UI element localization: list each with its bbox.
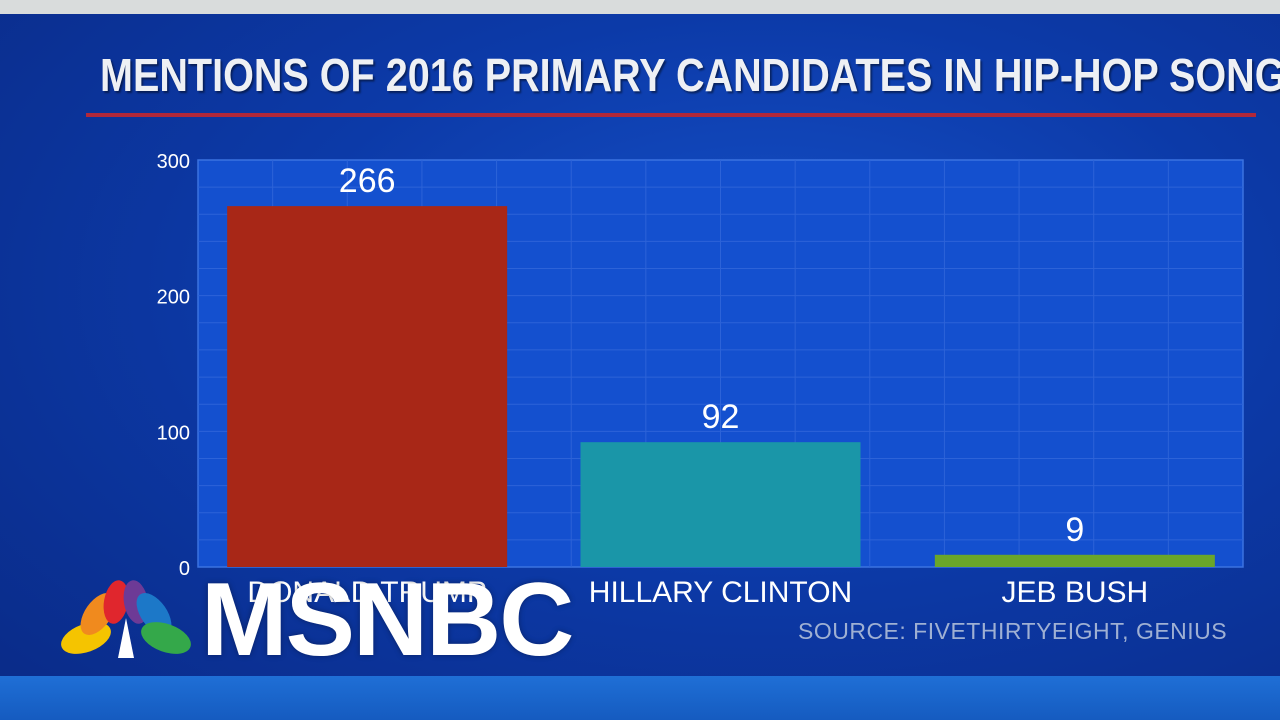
y-tick-label: 300 — [157, 151, 190, 173]
bar — [580, 442, 861, 567]
bar-data-label: 9 — [1065, 511, 1084, 549]
bar — [934, 554, 1215, 567]
y-tick-label: 0 — [179, 558, 190, 580]
x-tick-label: JEB BUSH — [1001, 576, 1148, 609]
top-strip — [0, 0, 1280, 14]
msnbc-logo: MSNBC — [56, 562, 676, 678]
bar-data-label: 266 — [339, 162, 396, 200]
bar-data-label: 92 — [702, 398, 740, 436]
title-rule — [86, 113, 1256, 117]
msnbc-logo-text: MSNBC — [201, 562, 574, 678]
nbc-peacock-icon — [61, 580, 191, 658]
y-tick-label: 200 — [157, 287, 190, 309]
bottom-band — [0, 676, 1280, 720]
chart-title: MENTIONS OF 2016 PRIMARY CANDIDATES IN H… — [100, 49, 1280, 101]
x-tick-label: DONALD TRUMP — [247, 576, 486, 609]
bar — [227, 206, 508, 568]
y-tick-label: 100 — [157, 422, 190, 444]
x-tick-label: HILLARY CLINTON — [589, 576, 852, 609]
source-note: SOURCE: FIVETHIRTYEIGHT, GENIUS — [798, 618, 1228, 644]
